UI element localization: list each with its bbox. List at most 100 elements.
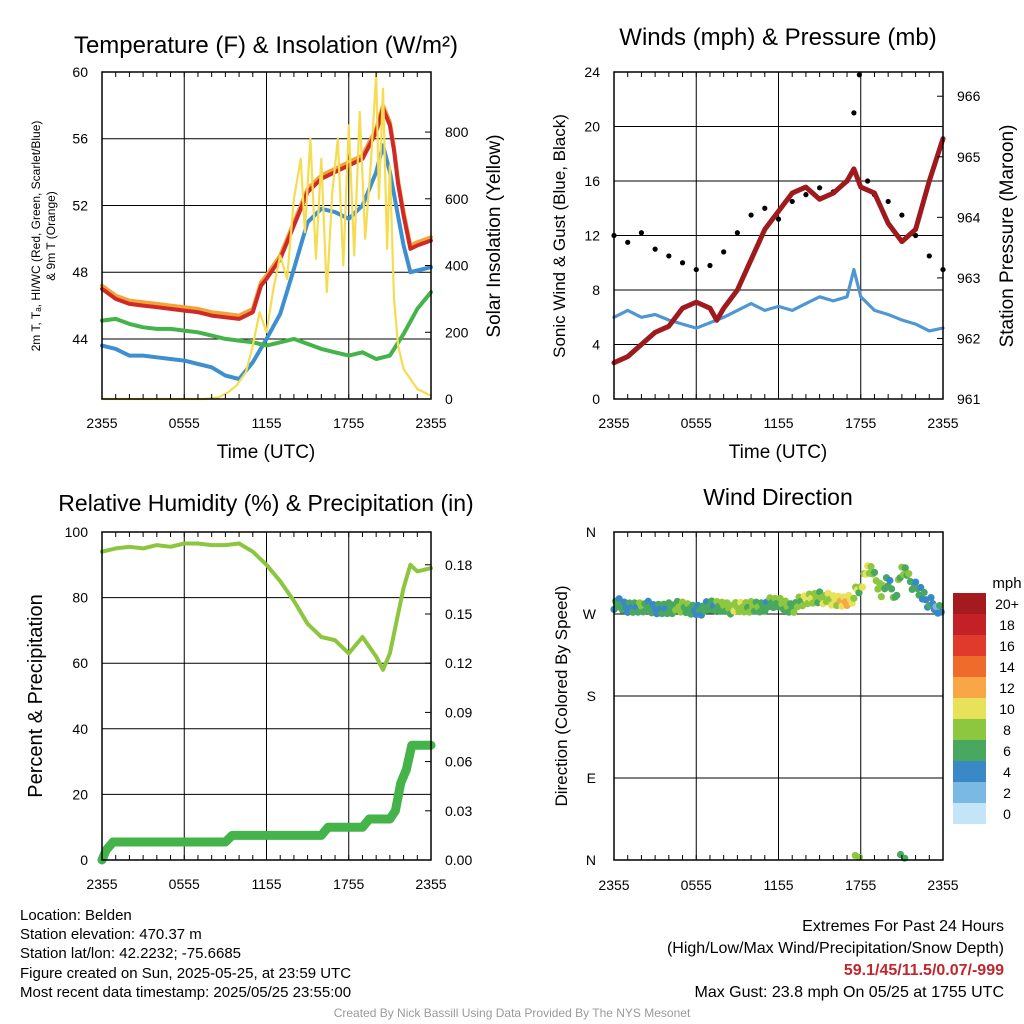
gust-point [666,253,672,259]
wind-direction-title: Wind Direction [703,484,853,510]
x-tick-label: 1155 [251,415,281,431]
x-tick-label: 2355 [415,876,446,892]
gust-point [851,110,857,116]
x-tick-label: 2355 [86,415,117,431]
gust-point [912,232,919,239]
x-tick-label: 0555 [169,876,200,892]
y-tick-label: 16 [584,173,600,189]
precip-series-line [97,740,436,865]
speed-legend-title: mph [992,575,1021,592]
x-tick-label: 1755 [333,415,364,431]
y-tick-label: 24 [584,64,600,80]
created-text: Figure created on Sun, 2025-05-25, at 23… [20,964,352,982]
direction-point [935,602,944,610]
gust-point [865,178,871,184]
x-tick-label: 1155 [763,877,793,893]
gust-point [748,212,754,218]
gust-point [817,185,823,191]
y2-tick-label: 0 [445,391,453,407]
legend-label: 14 [999,659,1015,675]
gust-point [679,260,686,266]
direction-point [905,570,913,578]
y2-tick-label: 200 [445,324,469,340]
y-tick-label: S [587,688,596,704]
direction-point [634,608,642,616]
extremes-box: Extremes For Past 24 Hours (High/Low/Max… [667,916,1004,1004]
y2-tick-label: 800 [445,124,469,140]
winds-xlabel: Time (UTC) [729,442,828,463]
gust-point [803,192,809,198]
direction-point [716,607,724,615]
y-tick-label: 52 [72,197,88,213]
latlon-text: Station lat/lon: 42.2232; -75.6685 [20,945,242,963]
x-tick-label: 2355 [927,415,958,431]
y-tick-label: 8 [592,282,600,298]
elevation-text: Station elevation: 470.37 m [20,926,202,944]
legend-label: 10 [999,701,1015,717]
y2-tick-label: 0.15 [445,606,472,622]
y2-tick-label: 400 [445,258,469,274]
legend-label: 8 [1003,722,1011,738]
x-tick-label: 0555 [681,415,712,431]
y-tick-label: 20 [584,119,600,135]
gust-point [693,266,699,273]
direction-point [920,588,928,597]
legend-swatch [953,698,986,719]
gust-point [707,262,713,269]
series-line [100,72,433,401]
y-tick-label: 4 [592,337,600,353]
y-tick-label: W [583,606,597,622]
gust-point [762,205,768,211]
legend-label: 4 [1003,764,1011,780]
gust-point [789,198,795,205]
gust-point [885,198,891,205]
x-tick-label: 1755 [845,415,876,431]
direction-point [663,609,671,618]
credit-text: Created By Nick Bassill Using Data Provi… [333,1006,691,1020]
direction-point [911,578,920,586]
wind-direction-ylabel: Direction (Colored By Speed) [552,585,571,806]
direction-point [870,568,879,577]
extremes-title: Extremes For Past 24 Hours [802,918,1004,935]
legend-swatch [953,656,986,677]
temperature-ylabel-line1: 2m T, Tₐ, HI/WC (Red, Green, Scarlet/Blu… [29,121,43,352]
y-tick-label: N [586,524,596,540]
y2-tick-label: 0.00 [445,852,472,868]
series-line [100,143,433,381]
y-tick-label: 40 [72,721,88,737]
legend-swatch [953,782,986,803]
direction-point [850,594,858,602]
humidity-title: Relative Humidity (%) & Precipitation (i… [58,490,473,516]
x-tick-label: 1155 [763,415,793,431]
legend-label: 6 [1003,743,1011,759]
legend-swatch [953,677,986,698]
temperature-xlabel: Time (UTC) [217,442,316,463]
pressure-series-line [611,136,946,366]
y-tick-label: 60 [72,64,88,80]
y-tick-label: 80 [72,590,88,606]
legend-swatch [953,803,986,824]
x-tick-label: 0555 [681,877,712,893]
y2-tick-label: 0.06 [445,754,472,770]
y2-tick-label: 965 [957,149,981,165]
legend-label: 18 [999,617,1015,633]
direction-point [874,585,882,593]
direction-point [790,608,798,616]
x-tick-label: 1755 [845,877,876,893]
y2-tick-label: 963 [957,270,981,286]
gust-point [625,239,631,245]
legend-label: 0 [1003,806,1011,822]
direction-point [615,595,623,603]
direction-point [893,591,901,599]
extremes-values: 59.1/45/11.5/0.07/-999 [843,962,1004,979]
y-tick-label: N [586,852,596,868]
legend-label: 2 [1003,785,1011,801]
direction-point [867,563,875,571]
x-tick-label: 2355 [415,415,446,431]
speed-legend: mph 20+ 18 16 14 12 10 8 6 4 2 0 [953,575,1022,824]
y-tick-label: 44 [72,331,88,347]
y-tick-label: E [587,770,596,786]
y2-tick-label: 0.03 [445,803,472,819]
legend-label: 16 [999,638,1015,654]
